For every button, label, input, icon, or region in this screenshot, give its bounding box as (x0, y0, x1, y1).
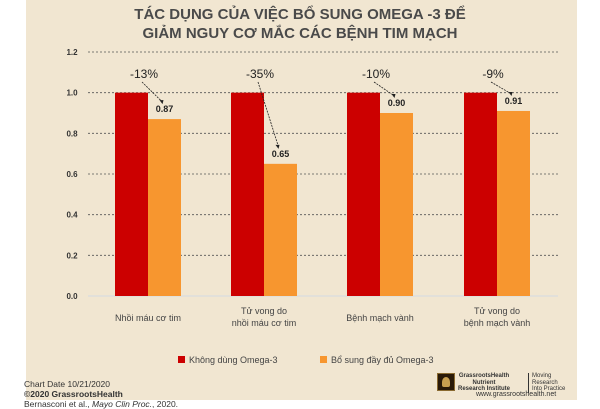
org-name-line: Nutrient (472, 379, 496, 386)
annotation-arrow (490, 81, 512, 95)
footer-left: Chart Date 10/21/2020 ©2020 GrassrootsHe… (24, 379, 178, 409)
reduction-annotation: -10% (362, 67, 390, 81)
category-label: Tử vong do (474, 306, 520, 316)
tagline-line: Moving (532, 373, 552, 379)
category-label: bệnh mạch vành (464, 318, 531, 328)
tagline: Moving Research Into Practice (528, 373, 565, 393)
data-label: 0.90 (388, 98, 406, 108)
data-label: 0.65 (272, 149, 290, 159)
legend-swatch (320, 356, 327, 363)
bar-no-omega3 (115, 92, 148, 297)
bar-no-omega3 (347, 92, 380, 297)
tagline-line: Research (532, 379, 558, 386)
org-name-line: GrassrootsHealth (458, 373, 510, 379)
legend-label: Không dùng Omega-3 (189, 355, 278, 365)
bar-chart: TÁC DỤNG CỦA VIỆC BỔ SUNG OMEGA -3 ĐỂGIẢ… (66, 5, 558, 365)
y-tick-label: 0.0 (66, 292, 78, 301)
annotation-arrow (141, 81, 163, 103)
arrowhead-icon (159, 100, 164, 105)
arrowhead-icon (508, 91, 513, 96)
bar-omega3 (497, 110, 530, 296)
arrowhead-icon (275, 144, 280, 149)
bar-omega3 (380, 113, 413, 296)
category-label: Tử vong do (241, 306, 287, 316)
bar-omega3 (148, 119, 181, 296)
y-tick-label: 1.2 (66, 48, 78, 57)
reduction-annotation: -13% (130, 67, 158, 81)
tagline-line: Into Practice (532, 386, 566, 392)
y-tick-label: 0.4 (66, 211, 78, 220)
website: www.grassrootshealth.net (476, 391, 557, 398)
citation: Bernasconi et al., Mayo Clin Proc., 2020… (24, 399, 178, 409)
arrowhead-icon (391, 94, 396, 98)
org-name-line: Research Institute (458, 386, 511, 392)
legend-label: Bổ sung đầy đủ Omega-3 (331, 355, 434, 365)
chart-date: Chart Date 10/21/2020 (24, 379, 111, 389)
bar-no-omega3 (231, 92, 264, 297)
category-label: nhồi máu cơ tim (232, 318, 296, 328)
citation-journal: Mayo Clin Proc. (92, 399, 153, 409)
org-logo-icon (437, 373, 455, 391)
chart-title: GIẢM NGUY CƠ MẮC CÁC BỆNH TIM MẠCH (142, 24, 457, 42)
annotation-arrow (373, 81, 395, 97)
bar-no-omega3 (464, 92, 497, 297)
data-label: 0.87 (156, 104, 174, 114)
y-tick-label: 0.2 (66, 251, 78, 260)
copyright: ©2020 GrassrootsHealth (24, 389, 123, 399)
y-tick-label: 0.8 (66, 129, 78, 138)
org-name: GrassrootsHealth Nutrient Research Insti… (458, 373, 510, 393)
category-label: Bệnh mạch vành (346, 313, 414, 323)
legend-swatch (178, 356, 185, 363)
chart-title: TÁC DỤNG CỦA VIỆC BỔ SUNG OMEGA -3 ĐỂ (134, 5, 465, 23)
reduction-annotation: -9% (482, 67, 504, 81)
data-label: 0.91 (505, 96, 523, 106)
annotation-arrow (257, 81, 279, 147)
citation-authors: Bernasconi et al., (24, 399, 93, 409)
y-tick-label: 0.6 (66, 170, 78, 179)
reduction-annotation: -35% (246, 67, 274, 81)
category-label: Nhồi máu cơ tim (115, 313, 181, 323)
citation-year: , 2020. (152, 399, 179, 409)
bar-omega3 (264, 163, 297, 296)
y-tick-label: 1.0 (66, 89, 78, 98)
